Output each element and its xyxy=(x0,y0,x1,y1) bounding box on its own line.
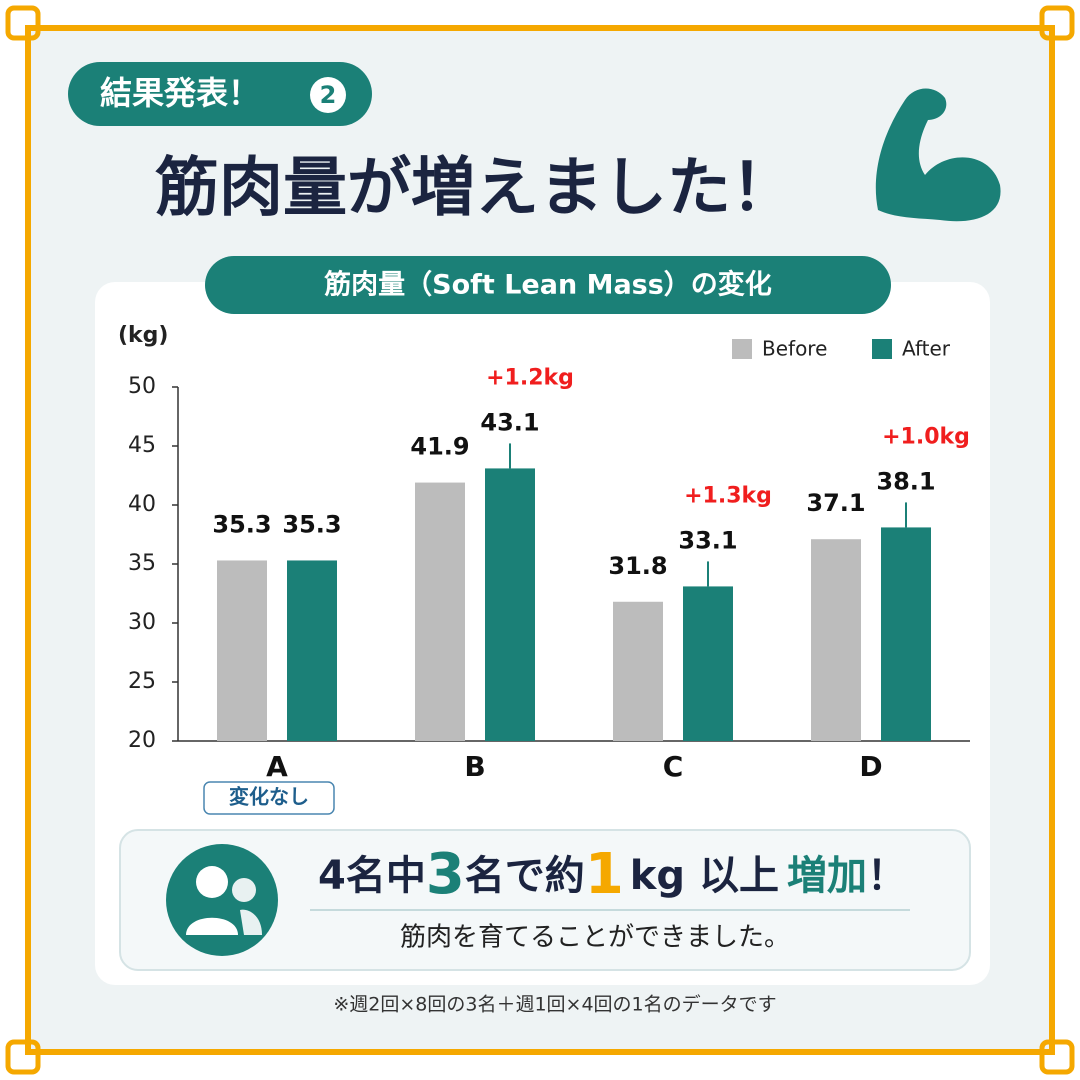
x-tick-label: C xyxy=(663,750,684,783)
frame-corner xyxy=(5,5,41,41)
summary-headline: 4名中3名で約1 kg 以上 増加！ xyxy=(318,842,907,907)
bar xyxy=(613,601,663,741)
change-label: +1.3kg xyxy=(684,483,772,508)
badge xyxy=(68,62,372,126)
x-tick-label: B xyxy=(464,750,485,783)
bar xyxy=(485,468,535,741)
people-icon xyxy=(240,909,262,935)
frame-corner xyxy=(1039,5,1075,41)
note: 変化なし xyxy=(229,785,309,809)
headline: 筋肉量が増えました！ xyxy=(155,152,795,226)
value-label: 35.3 xyxy=(282,510,341,538)
y-tick-label: 40 xyxy=(128,492,156,517)
note-box xyxy=(203,781,335,815)
value-label: 37.1 xyxy=(806,489,865,517)
plot: 20 25 30 35 40 45 50 Before After A 35.3 35.3 B 41.9 4… xyxy=(128,337,970,815)
summary-part: 1 xyxy=(585,842,624,907)
summary-part: ！ xyxy=(867,853,907,899)
y-tick-label: 30 xyxy=(128,610,156,635)
people-icon xyxy=(232,878,256,902)
frame-corner xyxy=(1039,1039,1075,1075)
y-tick-label: 45 xyxy=(128,433,156,458)
summary-box xyxy=(119,829,971,971)
bar xyxy=(683,586,733,741)
bar xyxy=(217,560,267,741)
summary-part: 3 xyxy=(426,842,465,907)
bar xyxy=(881,527,931,741)
y-tick-label: 35 xyxy=(128,551,156,576)
bar xyxy=(287,560,337,741)
y-axis-label: (kg) xyxy=(118,323,169,348)
value-label: 41.9 xyxy=(410,433,469,461)
people-icon xyxy=(186,917,238,935)
value-label: 38.1 xyxy=(876,467,935,495)
change-label: +1.2kg xyxy=(486,365,574,390)
x-tick-label: A xyxy=(266,750,288,783)
people-icon-bg xyxy=(166,844,278,956)
badge-text: 結果発表！ xyxy=(100,74,260,112)
bar xyxy=(811,539,861,741)
value-label: 35.3 xyxy=(212,510,271,538)
summary-part: kg 以上 xyxy=(630,853,779,899)
value-label: 43.1 xyxy=(480,408,539,436)
summary-part: 増加 xyxy=(787,853,867,899)
footnote: ※週2回×8回の3名＋週1回×4回の1名のデータです xyxy=(333,994,776,1016)
value-label: 31.8 xyxy=(608,552,667,580)
summary-part: 名で約 xyxy=(465,853,585,899)
badge-circle xyxy=(310,77,346,113)
y-tick-label: 25 xyxy=(128,669,156,694)
legend-swatch xyxy=(872,339,892,359)
legend-label: After xyxy=(902,337,951,361)
chart-title: 筋肉量（Soft Lean Mass）の変化 xyxy=(324,269,772,301)
bar xyxy=(415,482,465,741)
badge-number: 2 xyxy=(320,81,337,109)
summary-sub: 筋肉を育てることができました。 xyxy=(400,923,790,953)
people-icon xyxy=(196,866,228,898)
change-label: +1.0kg xyxy=(882,424,970,449)
muscle-icon xyxy=(875,88,1001,222)
x-tick-label: D xyxy=(859,750,882,783)
value-label: 33.1 xyxy=(678,526,737,554)
frame-corner xyxy=(5,1039,41,1075)
legend-swatch xyxy=(732,339,752,359)
legend-label: Before xyxy=(762,337,827,361)
y-tick-label: 20 xyxy=(128,728,156,753)
summary-part: 4名中 xyxy=(318,853,426,899)
y-tick-label: 50 xyxy=(128,374,156,399)
chart-title-pill xyxy=(205,256,891,314)
